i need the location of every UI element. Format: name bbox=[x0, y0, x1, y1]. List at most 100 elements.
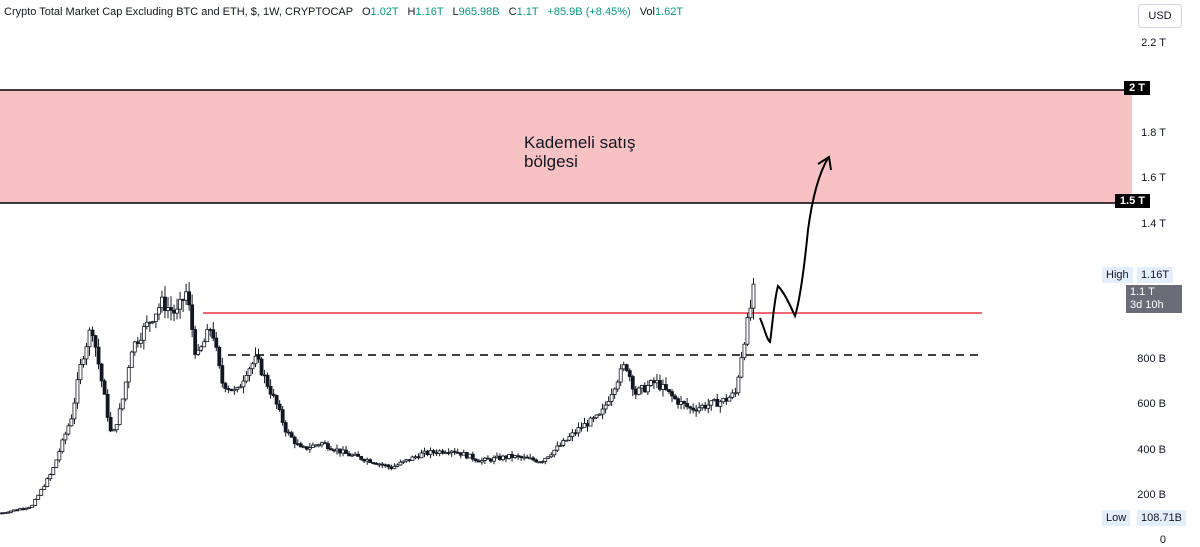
candle-body bbox=[208, 329, 213, 331]
candle-body bbox=[564, 439, 569, 442]
candle-body bbox=[570, 432, 575, 437]
candle-body bbox=[232, 388, 237, 392]
candle-body bbox=[745, 317, 750, 345]
open-key: O bbox=[361, 6, 371, 18]
candle-body bbox=[138, 339, 143, 344]
candle-body bbox=[132, 341, 137, 353]
candle-body bbox=[645, 385, 650, 393]
candle-body bbox=[516, 455, 520, 458]
candle-body bbox=[531, 457, 536, 461]
projection-arrow bbox=[759, 157, 829, 344]
candle-body bbox=[670, 391, 674, 397]
candle-body bbox=[187, 291, 192, 306]
candle-body bbox=[612, 388, 617, 395]
candle-body bbox=[416, 456, 421, 459]
candle-body bbox=[374, 462, 379, 465]
high-marker-label: High bbox=[1102, 267, 1133, 283]
candle-body bbox=[606, 401, 611, 406]
candle-body bbox=[525, 456, 530, 459]
currency-button[interactable]: USD bbox=[1138, 4, 1182, 28]
candle-body bbox=[691, 407, 696, 411]
candle-body bbox=[658, 380, 662, 390]
candle-body bbox=[295, 443, 300, 446]
candle-body bbox=[154, 313, 158, 322]
candle-body bbox=[286, 431, 291, 434]
candle-body bbox=[422, 450, 427, 454]
candle-body bbox=[679, 401, 683, 405]
y-level-badge: 2 T bbox=[1124, 81, 1150, 95]
candle-body bbox=[636, 387, 641, 395]
candle-body bbox=[727, 397, 732, 402]
candle-body bbox=[600, 408, 605, 415]
close-key: C bbox=[508, 6, 517, 18]
projection-arrow-head bbox=[817, 155, 832, 171]
candle-body bbox=[24, 507, 29, 510]
candle-body bbox=[558, 445, 563, 447]
candle-body bbox=[739, 357, 744, 378]
candle-body bbox=[117, 408, 122, 426]
candle-body bbox=[42, 486, 47, 490]
candle-body bbox=[377, 463, 382, 466]
candle-body bbox=[126, 367, 131, 383]
candle-body bbox=[326, 443, 330, 450]
candle-body bbox=[123, 381, 128, 400]
zone-annotation-line1: Kademeli satış bbox=[524, 133, 636, 152]
candle-body bbox=[141, 326, 146, 341]
candle-body bbox=[582, 423, 587, 428]
candle-body bbox=[482, 457, 487, 461]
candle-body bbox=[688, 406, 693, 409]
y-tick-label: 0 bbox=[1159, 534, 1166, 546]
candle-body bbox=[401, 460, 406, 463]
candle-body bbox=[93, 335, 98, 348]
candle-body bbox=[676, 398, 680, 405]
candle-body bbox=[214, 337, 219, 348]
candle-body bbox=[323, 442, 327, 445]
candle-body bbox=[75, 379, 80, 404]
candle-body bbox=[78, 363, 83, 381]
candle-body bbox=[425, 450, 430, 455]
candle-body bbox=[667, 389, 671, 393]
candle-body bbox=[470, 453, 475, 460]
candle-body bbox=[341, 449, 345, 454]
candle-body bbox=[199, 346, 204, 351]
candle-body bbox=[718, 401, 723, 407]
candle-body bbox=[597, 413, 602, 416]
candle-body bbox=[307, 447, 312, 450]
candle-body bbox=[742, 343, 747, 359]
candle-body bbox=[9, 510, 13, 513]
candle-body bbox=[431, 450, 436, 454]
change-value: +85.9B (+8.45%) bbox=[547, 6, 631, 18]
candle-body bbox=[398, 461, 403, 466]
candle-body bbox=[630, 376, 635, 390]
candle-body bbox=[458, 452, 463, 456]
candle-body bbox=[241, 380, 246, 388]
candle-body bbox=[338, 448, 342, 454]
candle-body bbox=[193, 329, 198, 355]
symbol-title[interactable]: Crypto Total Market Cap Excluding BTC an… bbox=[4, 6, 353, 18]
y-tick-label: 1.6 T bbox=[1141, 172, 1166, 185]
candle-body bbox=[648, 380, 653, 386]
candle-body bbox=[63, 433, 68, 441]
candle-body bbox=[633, 388, 638, 395]
candle-body bbox=[359, 456, 364, 460]
candle-body bbox=[407, 459, 412, 461]
candle-body bbox=[449, 450, 454, 454]
candle-body bbox=[519, 456, 524, 459]
candle-body bbox=[661, 384, 665, 390]
candle-body bbox=[220, 365, 225, 384]
candle-body bbox=[389, 466, 394, 470]
bar-countdown: 3d 10h bbox=[1130, 299, 1164, 311]
candle-body bbox=[455, 451, 460, 454]
candle-body bbox=[682, 401, 686, 404]
candle-body bbox=[552, 449, 557, 456]
candle-body bbox=[320, 442, 324, 446]
candle-body bbox=[105, 393, 110, 418]
candle-body bbox=[310, 444, 315, 448]
candle-body bbox=[624, 364, 629, 371]
candle-body bbox=[144, 321, 149, 328]
candle-body bbox=[316, 444, 321, 447]
candle-body bbox=[446, 452, 451, 455]
candle-body bbox=[271, 393, 276, 396]
last-price-badge: 1.1 T 3d 10h bbox=[1126, 285, 1182, 313]
